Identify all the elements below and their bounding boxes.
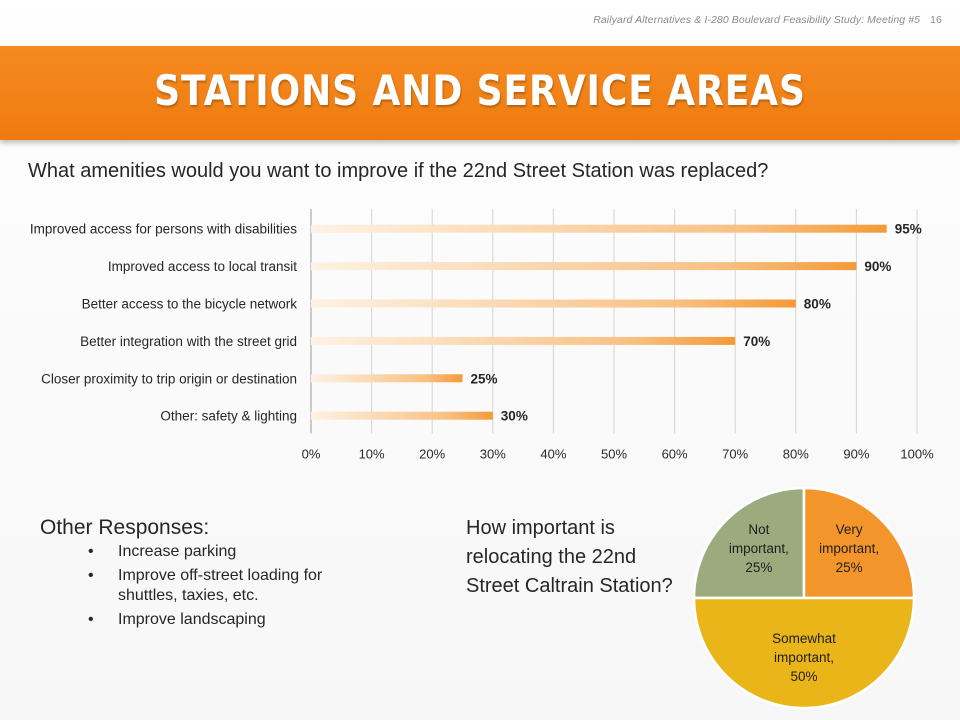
category-label: Better integration with the street grid: [80, 334, 297, 349]
pie-label: Somewhat important, 50%: [772, 631, 836, 684]
list-item: • Improve landscaping: [88, 610, 358, 630]
amenities-bar-chart: Improved access for persons with disabil…: [30, 209, 934, 461]
x-tick-label: 90%: [843, 446, 869, 461]
bar-chart-title: What amenities would you want to improve…: [28, 160, 769, 182]
x-tick-label: 10%: [359, 446, 385, 461]
bar-value-label: 70%: [743, 334, 770, 349]
x-tick-label: 40%: [540, 446, 566, 461]
x-tick-label: 60%: [662, 446, 688, 461]
bullet: •: [88, 611, 94, 628]
pie-label: Very important, 25%: [819, 522, 879, 575]
bar: [311, 224, 887, 233]
bar-value-label: 95%: [895, 222, 922, 237]
pie-slices: [692, 486, 916, 710]
other-responses-list: • Increase parking • Improve off-street lo…: [88, 542, 358, 634]
x-tick-label: 0%: [302, 446, 321, 461]
category-label: Other: safety & lighting: [160, 409, 297, 424]
x-tick-label: 100%: [900, 446, 934, 461]
bar: [311, 374, 463, 383]
page-title: STATIONS AND SERVICE AREAS: [154, 66, 806, 115]
bar-value-label: 90%: [864, 259, 891, 274]
pie-labels: Not important, 25% Very important, 25% Somewha…: [729, 522, 879, 684]
grid-lines: [310, 209, 918, 434]
category-label: Improved access for persons with disabil…: [30, 222, 297, 237]
x-tick-label: 80%: [783, 446, 809, 461]
bar-value-label: 30%: [501, 409, 528, 424]
header-meta: Railyard Alternatives & I-280 Boulevard …: [593, 14, 942, 26]
pie-chart-title: How important is relocating the 22nd Str…: [466, 517, 673, 597]
list-item: • Improve off-street loading for shuttles…: [88, 566, 358, 606]
pie-slice: [692, 486, 806, 600]
x-tick-label: 50%: [601, 446, 627, 461]
category-label: Closer proximity to trip origin or desti…: [41, 371, 297, 386]
x-tick-label: 70%: [722, 446, 748, 461]
list-item: • Increase parking: [88, 542, 358, 562]
category-label: Better access to the bicycle network: [82, 297, 298, 312]
bar-value-label: 25%: [471, 371, 498, 386]
bullet: •: [88, 567, 94, 584]
bar: [311, 411, 493, 420]
bar-value-label: 80%: [804, 297, 831, 312]
bullet: •: [88, 543, 94, 560]
meeting-title: Railyard Alternatives & I-280 Boulevard …: [593, 14, 921, 26]
importance-pie-chart: Not important, 25% Very important, 25% Somewha…: [692, 486, 916, 710]
bar: [311, 336, 736, 345]
page-number: 16: [930, 14, 942, 26]
pie-label: Not important, 25%: [729, 522, 789, 575]
x-tick-labels: 0% 10% 20% 30% 40% 50% 60% 70% 80% 90% 100%: [302, 446, 934, 461]
list-item-text: Improve landscaping: [118, 611, 266, 628]
pie-slice: [802, 486, 916, 600]
x-tick-label: 30%: [480, 446, 506, 461]
bar: [311, 262, 857, 271]
category-labels: Improved access for persons with disabil…: [30, 222, 922, 424]
list-item-text: Improve off-street loading for shuttles,…: [118, 567, 323, 604]
bars: [311, 224, 887, 420]
category-label: Improved access to local transit: [108, 259, 297, 274]
other-responses-heading: Other Responses:: [40, 516, 210, 539]
title-band: STATIONS AND SERVICE AREAS: [0, 46, 960, 140]
list-item-text: Increase parking: [118, 543, 237, 560]
bar: [311, 299, 796, 308]
x-tick-label: 20%: [419, 446, 445, 461]
pie-slice: [692, 596, 916, 710]
